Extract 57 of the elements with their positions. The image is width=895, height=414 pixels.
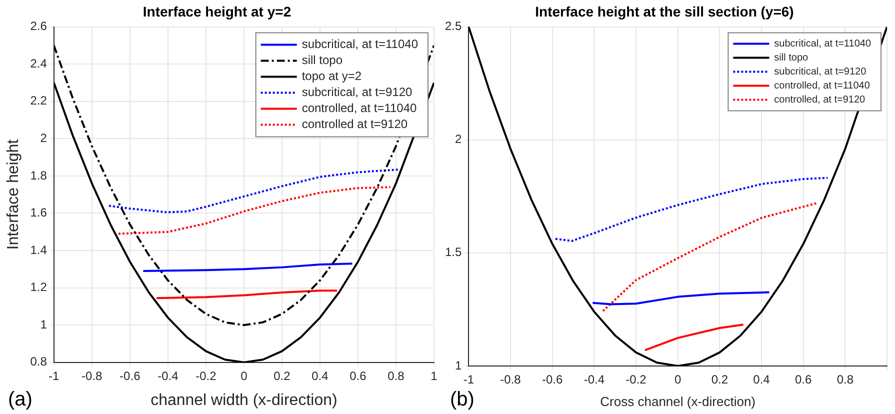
y-tick-label: 2 [454, 132, 462, 146]
x-axis-title: Cross channel (x-direction) [600, 394, 756, 409]
x-tick-label: -0.2 [196, 368, 217, 383]
x-tick-label: 0.6 [794, 372, 812, 387]
y-tick-label: 2.4 [30, 56, 48, 70]
x-tick-label: -0.8 [500, 372, 522, 387]
legend-label: controlled, at t=11040 [302, 101, 418, 116]
y-tick-label: 1.2 [30, 280, 48, 294]
y-tick-label: 2.5 [444, 19, 462, 34]
y-tick-label: 2.2 [30, 94, 48, 108]
x-tick-label: -0.4 [584, 372, 605, 387]
legend-label: subcritical, at t=9120 [302, 85, 413, 100]
y-tick-label: 1 [40, 317, 48, 332]
legend-label: subcritical, at t=9120 [774, 66, 867, 78]
x-tick-label: 0.8 [836, 372, 854, 387]
y-tick-label: 1.5 [444, 245, 462, 260]
legend-label: subcritical, at t=11040 [774, 38, 872, 50]
chart-title: Interface height at y=2 [142, 3, 292, 20]
line-series [108, 168, 401, 214]
y-tick-label: 1.6 [30, 206, 48, 220]
x-tick-label: 0 [240, 368, 248, 383]
x-tick-label: 0.4 [753, 372, 770, 387]
x-tick-label: -0.2 [626, 372, 647, 387]
x-tick-label: 0 [674, 372, 682, 387]
x-tick-label: 1 [430, 368, 438, 383]
line-series [554, 176, 829, 242]
x-axis-title: channel width (x-direction) [150, 392, 338, 409]
y-tick-label: 0.8 [30, 354, 48, 369]
x-tick-label: -0.6 [120, 368, 141, 383]
legend-label: controlled, at t=11040 [774, 80, 870, 92]
line-series [118, 186, 392, 235]
x-tick-label: -0.8 [82, 368, 103, 383]
x-tick-label: -1 [48, 368, 60, 383]
legend-label: sill topo [774, 52, 809, 64]
y-tick-label: 1 [454, 358, 462, 372]
y-tick-label: 2 [40, 130, 48, 145]
text: (b) [450, 388, 474, 411]
text: (a) [8, 388, 32, 411]
y-tick-label: 1.8 [30, 168, 48, 182]
chart-title: Interface height at the sill section (y=6) [535, 3, 794, 20]
x-tick-label: -0.6 [542, 372, 564, 387]
x-tick-label: 0.2 [274, 368, 291, 383]
x-tick-label: 0.2 [711, 372, 728, 387]
line-series [602, 202, 818, 312]
legend-label: controlled at t=9120 [302, 117, 408, 132]
legend-label: subcritical, at t=11040 [302, 37, 418, 52]
legend-label: topo at y=2 [302, 69, 362, 84]
x-tick-label: 0.8 [388, 368, 405, 383]
x-tick-label: 0.4 [312, 368, 329, 383]
legend-label: controlled, at t=9120 [774, 94, 866, 106]
y-axis-title: Interface height [5, 138, 22, 250]
legend-label: sill topo [302, 53, 343, 68]
y-tick-label: 2.6 [30, 19, 48, 34]
x-tick-label: -0.4 [158, 368, 179, 383]
x-tick-label: 0.6 [350, 368, 367, 383]
x-tick-label: -1 [463, 372, 474, 387]
y-tick-label: 1.4 [30, 242, 48, 257]
